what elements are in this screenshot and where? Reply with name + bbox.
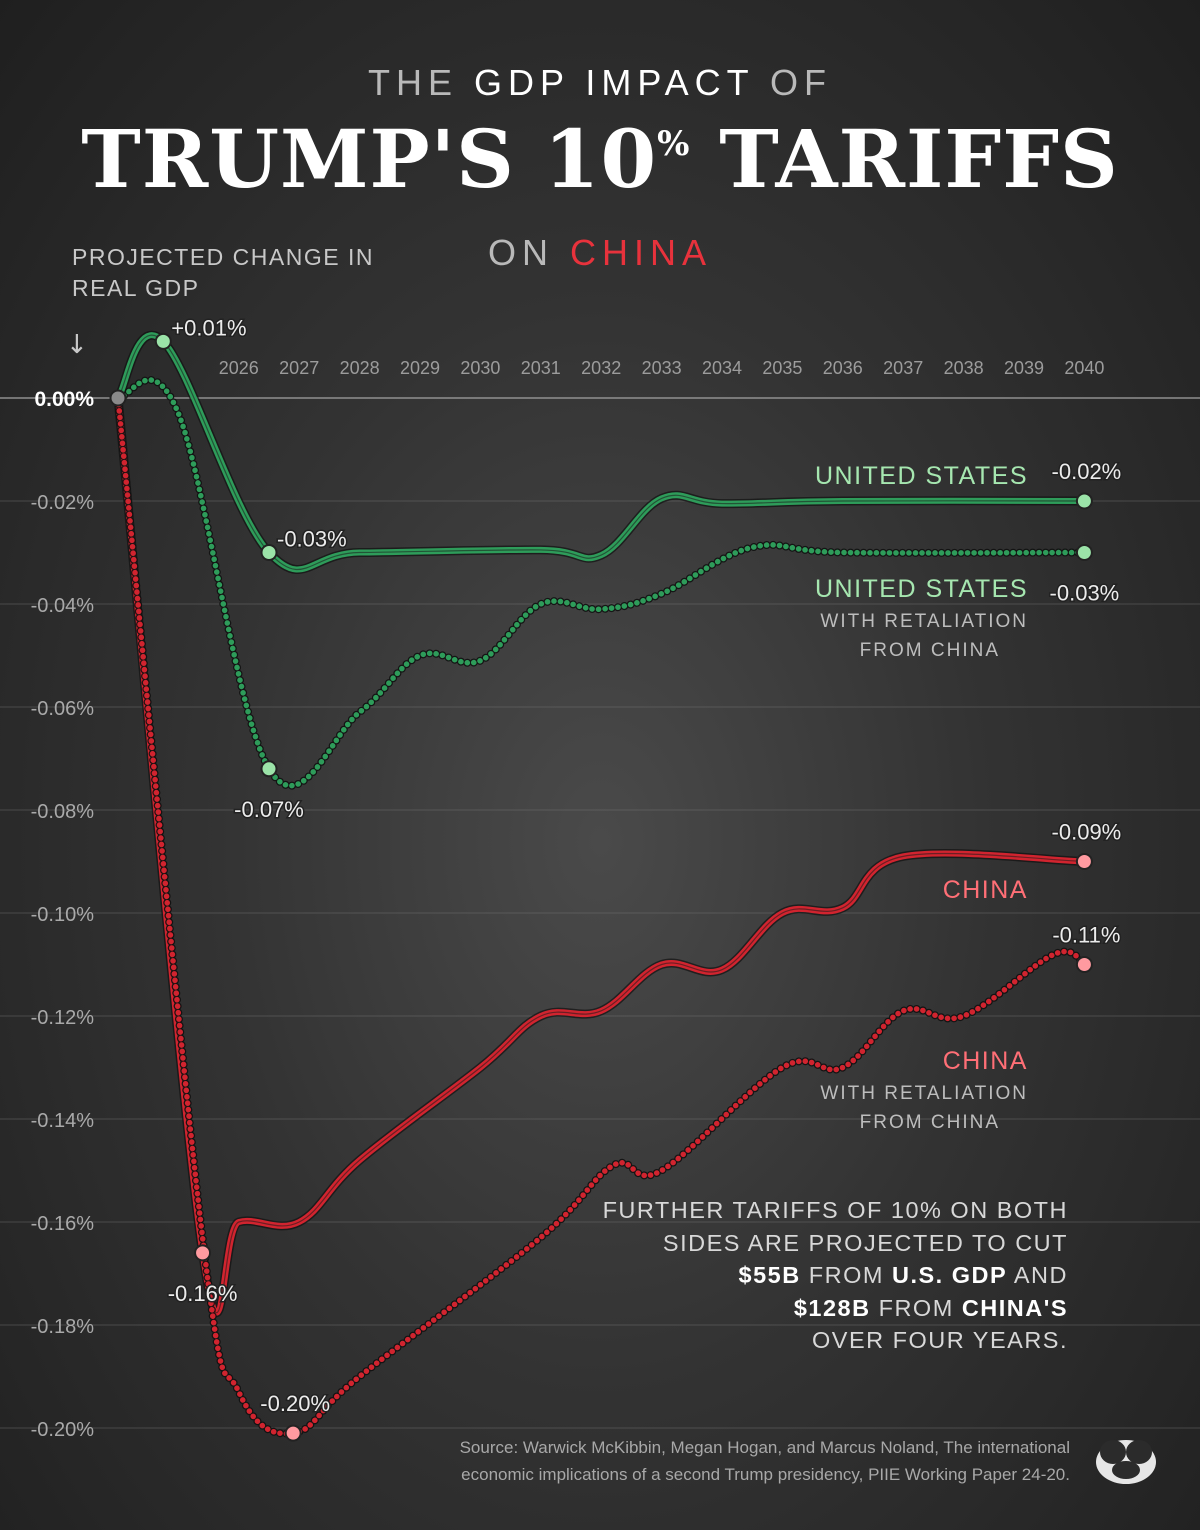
- united-states-retaliation-line: [115, 377, 1088, 789]
- title-main-end: TARIFFS: [690, 112, 1119, 206]
- y-tick-label: -0.08%: [31, 801, 95, 823]
- y-tick-label: -0.18%: [31, 1316, 95, 1338]
- x-tick-label: 2033: [642, 358, 682, 378]
- x-tick-label: 2034: [702, 358, 742, 378]
- note-line3: $55B FROM U.S. GDP AND: [548, 1259, 1068, 1292]
- x-tick-label: 2039: [1004, 358, 1044, 378]
- note-and: AND: [1007, 1262, 1068, 1288]
- down-arrow-icon: ↓: [66, 330, 88, 360]
- united-states-line-core: [117, 334, 1085, 571]
- data-label: -0.20%: [260, 1391, 330, 1416]
- data-label: -0.03%: [277, 527, 347, 552]
- x-tick-label: 2027: [279, 358, 319, 378]
- china-retaliation-point: [1075, 956, 1093, 973]
- legend-label: UNITED STATES: [815, 575, 1028, 603]
- y-axis-title-line2: REAL GDP: [72, 275, 200, 301]
- x-tick-label: 2029: [400, 358, 440, 378]
- publisher-logo-icon: [1096, 1440, 1156, 1484]
- y-tick-label: -0.16%: [31, 1213, 95, 1235]
- note-line1: FURTHER TARIFFS OF 10% ON BOTH: [602, 1197, 1068, 1223]
- y-axis-title: PROJECTED CHANGE IN REAL GDP: [72, 242, 392, 304]
- data-label: -0.07%: [234, 797, 304, 822]
- title-the: THE: [367, 62, 458, 103]
- source-text: Source: Warwick McKibbin, Megan Hogan, a…: [430, 1434, 1070, 1488]
- united-states-point: [154, 332, 172, 350]
- x-tick-label: 2037: [883, 358, 923, 378]
- y-axis-title-line1: PROJECTED CHANGE IN: [72, 244, 374, 270]
- x-tick-label: 2035: [762, 358, 802, 378]
- title-china: CHINA: [570, 232, 713, 273]
- title-percent: %: [657, 124, 691, 164]
- labels-layer: +0.01% -0.03% -0.02% -0.07% -0.03% -0.16% -0.0…: [109, 314, 1123, 1442]
- note-us-gdp: U.S. GDP: [891, 1262, 1008, 1288]
- data-label: +0.01%: [171, 315, 246, 340]
- title-line-1: THE GDP IMPACT OF: [0, 62, 1200, 104]
- united-states-retaliation-point: [260, 760, 278, 778]
- x-tick-label: 2028: [340, 358, 380, 378]
- legend-label: CHINA: [943, 1047, 1028, 1075]
- annotation-note: FURTHER TARIFFS OF 10% ON BOTH SIDES ARE…: [548, 1194, 1068, 1357]
- x-tick-label: 2038: [944, 358, 984, 378]
- x-tick-label: 2036: [823, 358, 863, 378]
- title-gdp-impact: GDP IMPACT: [473, 62, 755, 103]
- china-retaliation-point: [284, 1424, 302, 1442]
- note-line4: $128B FROM CHINA'S: [548, 1292, 1068, 1325]
- note-china-amount: $128B: [793, 1294, 871, 1321]
- note-from-1: FROM: [800, 1262, 892, 1288]
- x-tick-label: 2040: [1064, 358, 1104, 378]
- x-tick-label: 2026: [219, 358, 259, 378]
- legend-sublabel: FROM CHINA: [860, 1112, 1000, 1133]
- title-main: TRUMP'S 10% TARIFFS: [0, 112, 1200, 206]
- y-tick-label: -0.06%: [31, 698, 95, 720]
- legend-label: UNITED STATES: [815, 462, 1028, 490]
- title-line-3: ON CHINA: [0, 232, 1200, 274]
- y-tick-label: -0.02%: [31, 492, 95, 514]
- x-tick-label: 2030: [460, 358, 500, 378]
- data-label: -0.03%: [1050, 581, 1120, 606]
- source-line2: economic implications of a second Trump …: [461, 1465, 1070, 1484]
- legend-sublabel: WITH RETALIATION: [820, 1083, 1028, 1104]
- note-from-2: FROM: [870, 1294, 962, 1321]
- data-label: -0.02%: [1052, 459, 1122, 484]
- y-tick-label: -0.14%: [31, 1110, 95, 1132]
- source-line1: Source: Warwick McKibbin, Megan Hogan, a…: [459, 1438, 1070, 1457]
- china-retaliation-line: [115, 395, 1088, 1437]
- united-states-retaliation-point: [1075, 544, 1093, 561]
- y-tick-label: -0.12%: [31, 1007, 95, 1029]
- title-of: OF: [770, 62, 833, 103]
- united-states-point: [1075, 492, 1093, 510]
- legend-label: CHINA: [943, 876, 1028, 904]
- legend-sublabel: FROM CHINA: [860, 640, 1000, 661]
- y-tick-label: 0.00%: [34, 388, 94, 411]
- title-on: ON: [487, 232, 554, 273]
- united-states-point: [260, 544, 278, 561]
- china-point: [1075, 853, 1093, 870]
- axis-layer: 0.00% -0.02% -0.04% -0.06% -0.08% -0.10% -0.12…: [31, 358, 1105, 1441]
- x-tick-label: 2032: [581, 358, 621, 378]
- note-line5: OVER FOUR YEARS.: [811, 1327, 1068, 1353]
- y-tick-label: -0.20%: [31, 1419, 95, 1441]
- data-label: -0.09%: [1052, 820, 1122, 845]
- note-us-amount: $55B: [738, 1262, 801, 1288]
- origin-point: [109, 389, 127, 407]
- y-tick-label: -0.10%: [31, 904, 95, 926]
- title-main-text: TRUMP'S 10: [81, 112, 658, 206]
- data-label: -0.11%: [1052, 923, 1120, 948]
- x-tick-label: 2031: [521, 358, 561, 378]
- note-chinas: CHINA'S: [961, 1294, 1068, 1321]
- data-label: -0.16%: [168, 1281, 238, 1306]
- y-tick-label: -0.04%: [31, 595, 95, 617]
- legend-sublabel: WITH RETALIATION: [820, 611, 1028, 632]
- china-point: [194, 1244, 212, 1262]
- note-line2: SIDES ARE PROJECTED TO CUT: [662, 1229, 1068, 1256]
